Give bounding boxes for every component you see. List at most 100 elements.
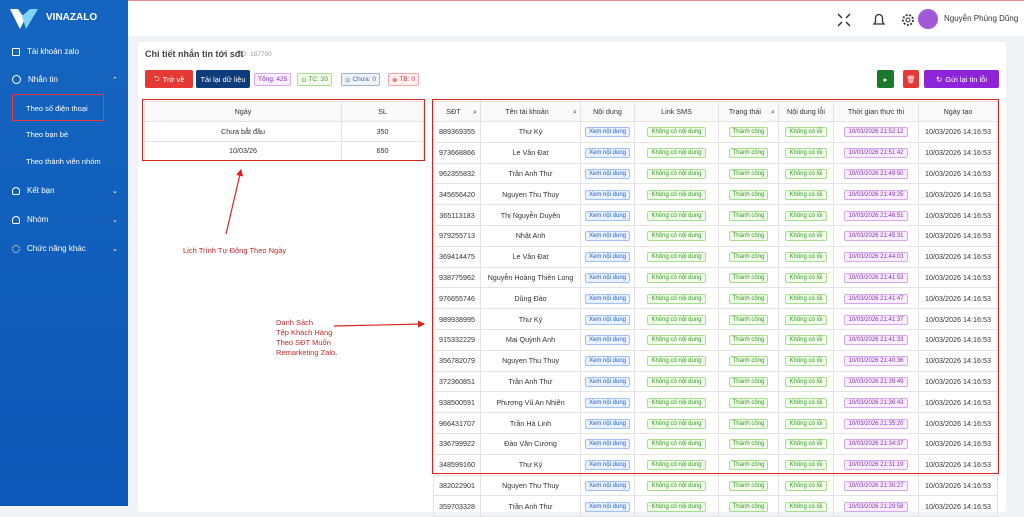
cell: 10/03/2026 21:34:37	[833, 432, 919, 455]
cell-text: Phương Vũ An Nhiên	[496, 397, 565, 407]
search-icon[interactable]: ⌕	[572, 106, 577, 116]
tag: 10/03/2026 21:44:03	[844, 252, 908, 263]
tag: 10/03/2026 21:41:47	[844, 293, 908, 304]
sidebar: VINAZALO Tài khoản zalo Nhắn tin ⌃ Theo s…	[0, 0, 128, 506]
tag: Thành công	[728, 439, 769, 450]
tag[interactable]: Xem nội dung	[584, 376, 631, 387]
tag[interactable]: Xem nội dung	[584, 335, 631, 346]
tag[interactable]: Xem nội dung	[584, 231, 631, 242]
cell-text: Thư Ký	[518, 460, 543, 470]
tag[interactable]: Xem nội dung	[584, 210, 631, 221]
tag[interactable]: Xem nội dung	[584, 272, 631, 283]
resend-button[interactable]: ↻ Gửi lại tin lỗi	[924, 70, 999, 88]
cell: 10/03/2026 21:41:47	[833, 287, 919, 310]
badge-label: Chưa: 0	[352, 76, 376, 83]
tag: 10/03/2026 21:30:27	[844, 480, 908, 491]
tag[interactable]: Xem nội dung	[584, 252, 631, 263]
tag: 10/03/2026 21:46:51	[844, 210, 908, 221]
submenu-item[interactable]: Theo số điện thoại	[26, 104, 88, 113]
cell: Không có nội dung	[634, 453, 719, 476]
header-cell: Ngày	[144, 101, 342, 122]
tag[interactable]: Xem nội dung	[584, 480, 631, 491]
menu-label: Tài khoản zalo	[27, 47, 80, 56]
tag: Không có lỗi	[785, 439, 827, 450]
reload-button[interactable]: Tải lại dữ liệu	[196, 70, 250, 88]
annotation-line: Remarketing Zalo.	[276, 348, 338, 357]
cell-text: 10/03/2026 14:16:53	[925, 168, 991, 178]
cell-text: Nguyen Thu Thuy	[502, 480, 559, 490]
icon: ⮌	[153, 73, 160, 83]
tag[interactable]: Xem nội dung	[584, 293, 631, 304]
menu-label: Nhóm	[27, 215, 49, 224]
tag: Không có lỗi	[785, 168, 827, 179]
tag[interactable]: Xem nội dung	[584, 314, 631, 325]
tag[interactable]: Xem nội dung	[584, 189, 631, 200]
tag[interactable]: Xem nội dung	[584, 148, 631, 159]
tag[interactable]: Xem nội dung	[584, 397, 631, 408]
row: 365113183 Thị Nguyễn Duyên Xem nội dung Khô…	[433, 204, 998, 226]
tag[interactable]: Xem nội dung	[584, 439, 631, 450]
play-button[interactable]: ▸	[877, 70, 894, 88]
tag: Thành công	[728, 252, 769, 263]
page-title: Chi tiết nhắn tin tới sđt	[145, 49, 244, 59]
submenu-item[interactable]: Theo bạn bè	[26, 130, 69, 139]
tag: Không có lỗi	[785, 418, 827, 429]
header-cell: Link SMS	[634, 101, 719, 122]
tag: Thành công	[728, 189, 769, 200]
chevron: ⌃	[112, 76, 118, 84]
tag: 10/03/2026 21:41:33	[844, 335, 908, 346]
tag: 10/03/2026 21:49:50	[844, 168, 908, 179]
cell: Thành công	[718, 474, 779, 497]
avatar[interactable]	[918, 9, 938, 29]
row: 345656420 Nguyen Thu Thuy Xem nội dung Khôn…	[433, 183, 998, 206]
tag[interactable]: Xem nội dung	[584, 168, 631, 179]
tag: Thành công	[728, 314, 769, 325]
cell: Xem nội dung	[580, 121, 635, 143]
cell-text: 938775962	[439, 272, 475, 282]
cell-text: Thư Ký	[518, 314, 543, 324]
cell: Thành công	[718, 183, 779, 206]
cell-text: 10/03/2026 14:16:53	[925, 127, 991, 137]
tag: Thành công	[728, 356, 769, 367]
tag: Không có nội dung	[647, 148, 706, 159]
tag: Thành công	[728, 335, 769, 346]
annotation-line: Tệp Khách Hàng	[276, 328, 333, 337]
user-name: Nguyễn Phùng Dũng	[944, 14, 1019, 23]
submenu-item[interactable]: Theo thành viên nhóm	[26, 157, 101, 166]
menu-label: Kết bạn	[27, 186, 55, 195]
back-button[interactable]: ⮌ Trở về	[145, 70, 193, 88]
tag[interactable]: Xem nội dung	[584, 460, 631, 471]
tag[interactable]: Xem nội dung	[584, 418, 631, 429]
search-icon[interactable]: ⌕	[472, 106, 477, 116]
delete-button[interactable]: 🗑	[903, 70, 919, 88]
tag: Không có lỗi	[785, 293, 827, 304]
menu-item[interactable]: Tài khoản zalo	[12, 47, 79, 56]
search-icon[interactable]: ⌕	[770, 106, 775, 116]
row: 938500591 Phương Vũ An Nhiên Xem nội dung K…	[433, 391, 998, 414]
tag: 10/03/2026 21:35:20	[844, 418, 908, 429]
row: 356782079 Nguyen Thu Thuy Xem nội dung Khôn…	[433, 349, 998, 372]
cell-text: Trần Hà Linh	[509, 418, 552, 428]
annotation-line: Danh Sách	[276, 318, 314, 327]
tag: Thành công	[728, 231, 769, 242]
menu-item[interactable]: Kết bạn ⌄	[12, 186, 118, 195]
menu-item[interactable]: Nhóm ⌄	[12, 215, 118, 224]
annotation-line: Theo SĐT Muốn	[276, 338, 331, 347]
tag: Không có nội dung	[647, 397, 706, 408]
tag[interactable]: Xem nội dung	[584, 356, 631, 367]
tag: Không có nội dung	[647, 418, 706, 429]
tag[interactable]: Xem nội dung	[584, 127, 631, 138]
menu-item[interactable]: Nhắn tin ⌃	[12, 75, 118, 84]
annotation: Lịch Trình Tự Động Theo Ngày	[183, 246, 287, 255]
menu-item[interactable]: Chức năng khác ⌄	[12, 244, 118, 253]
cell-text: 889369355	[439, 127, 475, 137]
cell-text: Nguyen Thu Thuy	[502, 356, 559, 366]
cell-text: 10/03/2026 14:16:53	[925, 293, 991, 303]
header-cell: Thời gian thực thi	[833, 101, 919, 122]
cell-text: 348599160	[439, 460, 475, 470]
cell-text: 10/03/2026 14:16:53	[925, 189, 991, 199]
cell: Không có lỗi	[778, 224, 834, 247]
header-label: SĐT	[446, 106, 461, 116]
tag: Không có nội dung	[647, 356, 706, 367]
